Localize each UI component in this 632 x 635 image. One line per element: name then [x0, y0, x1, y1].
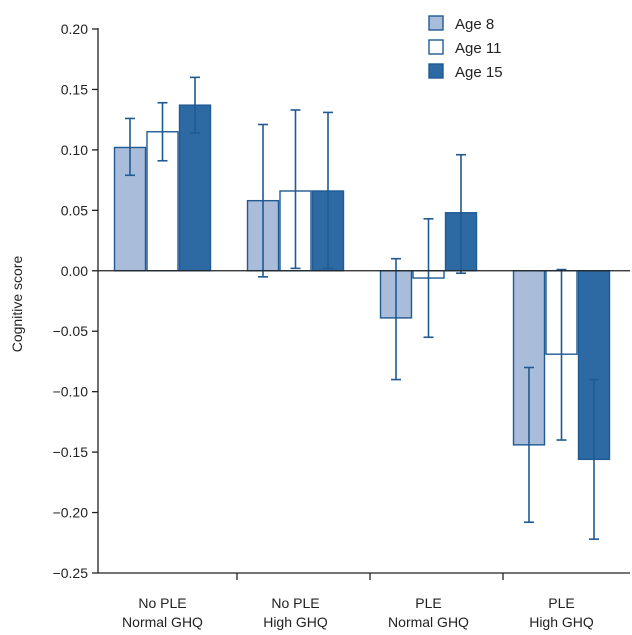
legend-swatch-1 — [428, 15, 444, 31]
x-category-label-4-line1: PLE — [548, 595, 574, 611]
y-tick-label-7: −0.10 — [53, 384, 89, 400]
y-ticks-layer: 0.20 0.15 0.10 0.05 0.00 −0.05 −0.10 −0.15 −0.20… — [53, 21, 98, 581]
legend-swatch-3 — [428, 63, 444, 79]
legend-label-3: Age 15 — [455, 64, 503, 81]
y-tick-label-6: −0.05 — [53, 323, 89, 339]
y-tick-label-3: 0.10 — [61, 142, 88, 158]
axes-layer — [97, 28, 630, 580]
legend-swatch-2 — [428, 39, 444, 55]
legend-label-1: Age 8 — [455, 16, 494, 33]
legend-label-2: Age 11 — [455, 40, 501, 57]
y-axis-title: Cognitive score — [9, 256, 25, 353]
y-tick-label-5: 0.00 — [61, 263, 88, 279]
x-category-label-3-line2: Normal GHQ — [388, 614, 469, 630]
bars-layer — [113, 104, 611, 461]
y-tick-label-9: −0.20 — [53, 505, 89, 521]
x-category-label-1-line1: No PLE — [138, 595, 186, 611]
x-category-label-4-line2: High GHQ — [529, 614, 594, 630]
y-tick-label-10: −0.25 — [53, 565, 89, 581]
y-tick-label-8: −0.15 — [53, 444, 89, 460]
x-category-label-1-line2: Normal GHQ — [122, 614, 203, 630]
y-tick-label-2: 0.15 — [61, 81, 88, 97]
x-category-label-2-line1: No PLE — [271, 595, 319, 611]
y-tick-label-1: 0.20 — [61, 21, 88, 37]
x-category-label-3-line1: PLE — [415, 595, 441, 611]
y-tick-label-4: 0.05 — [61, 202, 88, 218]
x-category-label-2-line2: High GHQ — [263, 614, 328, 630]
error-bars-layer — [125, 76, 599, 540]
x-categories-layer: No PLE Normal GHQ No PLE High GHQ PLE Normal … — [122, 595, 594, 630]
legend: Age 8 Age 11 Age 15 — [428, 15, 503, 81]
